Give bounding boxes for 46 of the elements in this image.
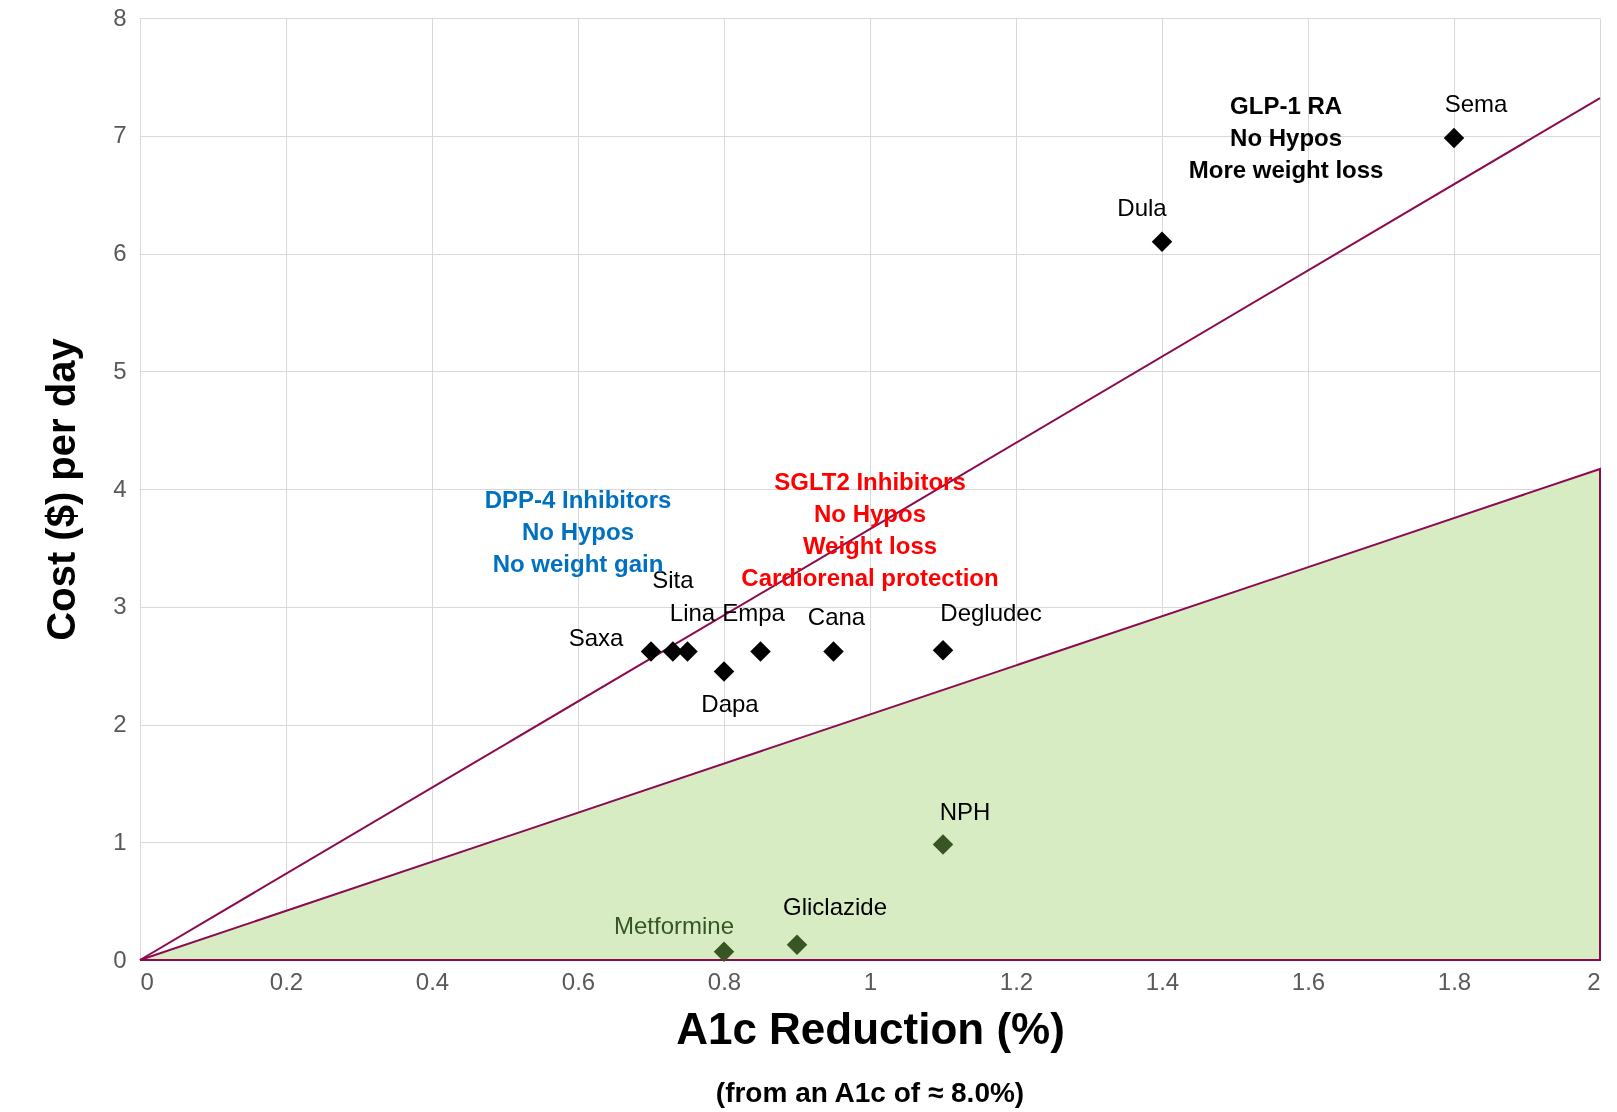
y-tick-label: 8 [113, 3, 127, 31]
annotation: GLP-1 RA No Hypos More weight loss [1188, 91, 1384, 183]
x-tick-label: 1.2 [999, 967, 1034, 995]
point [713, 661, 735, 682]
text: (from an A1c of ≈ 8.0%) [715, 1077, 1025, 1108]
y-tick-label: 1 [113, 827, 127, 855]
point [932, 834, 954, 855]
x-tick-label: 0.8 [707, 967, 742, 995]
point [1443, 127, 1465, 149]
x-tick-label: 0 [140, 967, 154, 995]
x-tick-label: 1.8 [1437, 967, 1472, 995]
annotation: Empa [722, 599, 786, 627]
annotation: Dula [1117, 193, 1168, 221]
annotation: Sema [1444, 90, 1508, 118]
x-axis-title: A1c Reduction (%) [676, 1003, 1065, 1053]
x-tick-label: 2 [1587, 967, 1601, 995]
annotation: Saxa [568, 624, 624, 652]
annotation: Degludec [940, 599, 1042, 627]
x-tick-label: 1.6 [1291, 967, 1326, 995]
point [750, 641, 771, 662]
y-tick-label: 5 [113, 356, 127, 384]
y-tick-label: 0 [113, 945, 127, 973]
annotation: Lina [669, 599, 716, 627]
point [677, 641, 698, 662]
annotation: NPH [939, 797, 991, 825]
point [640, 641, 662, 662]
x-tick-label: 1 [863, 967, 878, 995]
point [786, 934, 808, 955]
annotation: Dapa [701, 689, 760, 717]
point [932, 640, 954, 661]
y-tick-label: 4 [113, 474, 127, 502]
y-tick-label: 3 [113, 592, 127, 620]
x-tick-label: 0.4 [415, 967, 450, 995]
point [713, 941, 735, 962]
point [1151, 231, 1173, 252]
annotation: Metformine [613, 911, 735, 939]
annotation: Gliclazide [782, 892, 888, 920]
x-tick-label: 0.6 [561, 967, 596, 995]
y-tick-label: 2 [113, 710, 127, 737]
annotation: Cana [807, 603, 866, 631]
point [823, 641, 844, 662]
y-tick-label: 7 [113, 121, 127, 149]
x-tick-label: 1.4 [1145, 967, 1180, 995]
x-tick-label: 0.2 [269, 967, 304, 995]
y-tick-label: 6 [113, 239, 127, 266]
y-axis-title: Cost ($) per day [39, 337, 84, 641]
